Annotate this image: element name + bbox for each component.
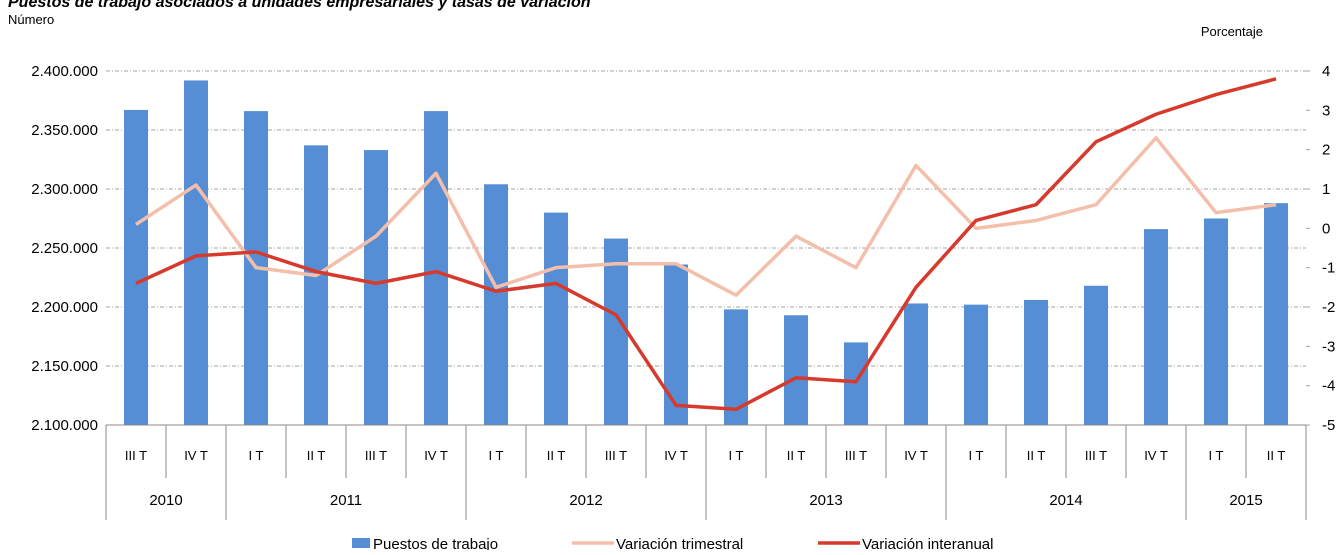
y2-tick-label: -2 (1322, 299, 1335, 316)
y-tick-label: 2.250.000 (31, 240, 98, 257)
y-tick-label: 2.300.000 (31, 181, 98, 198)
x-tick-label: I T (249, 448, 264, 463)
y2-tick-label: -5 (1322, 417, 1335, 434)
legend-label: Variación trimestral (616, 536, 743, 550)
line (135, 136, 1277, 297)
group-label: 2012 (569, 492, 602, 509)
bar (1084, 285, 1108, 425)
group-label: 2015 (1229, 492, 1262, 509)
bar (424, 111, 448, 426)
y-tick-label: 2.150.000 (31, 358, 98, 375)
x-tick-label: III T (845, 448, 867, 463)
group-label: 2013 (809, 492, 842, 509)
y-tick-label: 2.100.000 (31, 417, 98, 434)
x-tick-label: IV T (904, 448, 928, 463)
y2-tick-label: 0 (1322, 220, 1330, 237)
y2-tick-label: -3 (1322, 338, 1335, 355)
bar (1144, 229, 1168, 425)
bar (484, 184, 508, 425)
x-tick-label: I T (489, 448, 504, 463)
x-tick-label: II T (307, 448, 326, 463)
x-tick-label: II T (1267, 448, 1286, 463)
line (135, 77, 1277, 412)
bar (124, 109, 148, 425)
bar (364, 150, 388, 425)
x-tick-label: III T (1085, 448, 1107, 463)
y2-tick-label: 2 (1322, 142, 1330, 159)
y2-tick-label: 3 (1322, 102, 1330, 119)
group-label: 2011 (330, 492, 362, 509)
group-label: 2014 (1049, 492, 1082, 509)
y2-tick-label: -4 (1322, 378, 1335, 395)
y-tick-label: 2.350.000 (31, 122, 98, 139)
bar (1264, 203, 1288, 425)
x-tick-label: II T (1027, 448, 1046, 463)
y2-tick-label: -1 (1322, 260, 1335, 277)
bar (304, 145, 328, 425)
y2-tick-label: 4 (1322, 63, 1330, 80)
x-tick-label: III T (125, 448, 147, 463)
bar (784, 315, 808, 425)
x-tick-label: III T (605, 448, 627, 463)
x-tick-label: IV T (424, 448, 448, 463)
legend-label: Puestos de trabajo (373, 536, 498, 550)
bar (1024, 299, 1048, 425)
x-tick-label: II T (787, 448, 806, 463)
x-tick-label: IV T (184, 448, 208, 463)
bar (604, 238, 628, 425)
x-tick-label: I T (969, 448, 984, 463)
bar (664, 264, 688, 425)
bar (544, 212, 568, 425)
y2-axis-label: Porcentaje (1201, 24, 1263, 39)
x-tick-label: III T (365, 448, 387, 463)
x-tick-label: I T (1209, 448, 1224, 463)
y-tick-label: 2.400.000 (31, 63, 98, 80)
legend-label: Variación interanual (862, 536, 993, 550)
legend-swatch (352, 538, 370, 548)
bar (844, 342, 868, 425)
chart-title: Puestos de trabajo asociados a unidades … (8, 0, 591, 11)
x-tick-label: IV T (664, 448, 688, 463)
x-tick-label: II T (547, 448, 566, 463)
y2-tick-label: 1 (1322, 181, 1330, 198)
y-tick-label: 2.200.000 (31, 299, 98, 316)
bar (904, 303, 928, 425)
bar (184, 80, 208, 425)
x-tick-label: I T (729, 448, 744, 463)
group-label: 2010 (149, 492, 182, 509)
y-axis-label: Número (8, 12, 54, 27)
bar (964, 304, 988, 425)
x-tick-label: IV T (1144, 448, 1168, 463)
bar (1204, 218, 1228, 425)
